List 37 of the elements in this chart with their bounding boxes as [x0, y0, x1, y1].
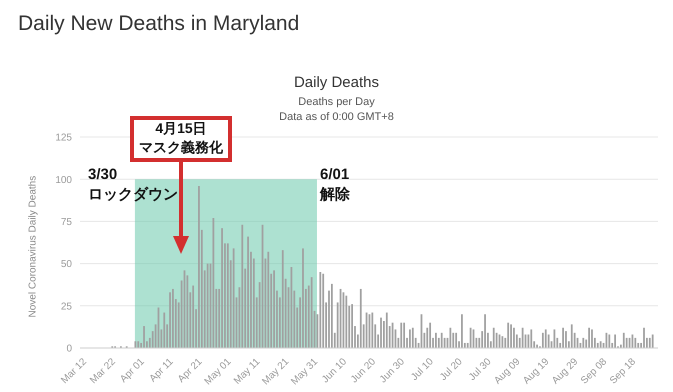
text: 4月15日 [154, 119, 208, 138]
x-tick-label: May 01 [202, 356, 234, 388]
y-tick-label: 100 [55, 174, 72, 186]
x-tick-label: Mar 12 [59, 356, 90, 386]
chart-title: Daily New Deaths in Maryland [18, 12, 300, 36]
y-tick-label: 75 [60, 216, 72, 228]
x-tick-label: Aug 19 [521, 356, 552, 387]
y-tick-label: 125 [55, 132, 72, 144]
y-tick-label: 0 [66, 344, 72, 355]
x-tick-label: Apr 11 [148, 356, 176, 384]
x-tick-label: Mar 22 [88, 356, 118, 386]
x-tick-label: Sep 08 [579, 356, 610, 387]
x-tick-label: May 31 [289, 356, 321, 388]
x-tick-label: Jul 30 [466, 356, 494, 383]
x-tick-label: Jun 20 [349, 356, 378, 386]
x-tick-label: Jul 10 [409, 356, 436, 383]
x-tick-label: Aug 09 [492, 356, 523, 387]
chart-subtitle: Daily Deaths [292, 74, 380, 91]
annotation: 3/30 [88, 165, 118, 185]
x-tick-label: Aug 29 [550, 356, 581, 387]
x-tick-label: Sep 18 [608, 356, 638, 387]
y-tick-label: 50 [60, 259, 72, 270]
text: Data as of 0:00 GMT+8 [279, 111, 394, 123]
x-tick-label: Jul 20 [438, 356, 466, 383]
x-tick-label: Apr 21 [176, 356, 205, 385]
annotation: マスク義務化 [138, 138, 224, 157]
x-tick-label: Jun 30 [378, 356, 408, 386]
annotation: 6/01 [320, 165, 350, 185]
y-tick-label: 25 [60, 301, 72, 312]
x-tick-label: May 11 [232, 356, 263, 387]
x-tick-label: Apr 01 [118, 356, 148, 385]
x-tick-label: Jun 10 [320, 356, 350, 386]
annotation: 解除 [320, 185, 350, 205]
y-axis-title: Novel Coronavirus Daily Deaths [28, 176, 39, 318]
x-tick-label: May 21 [260, 356, 292, 388]
text: Deaths per Day [297, 96, 376, 108]
annotation: ロックダウン [88, 185, 178, 205]
